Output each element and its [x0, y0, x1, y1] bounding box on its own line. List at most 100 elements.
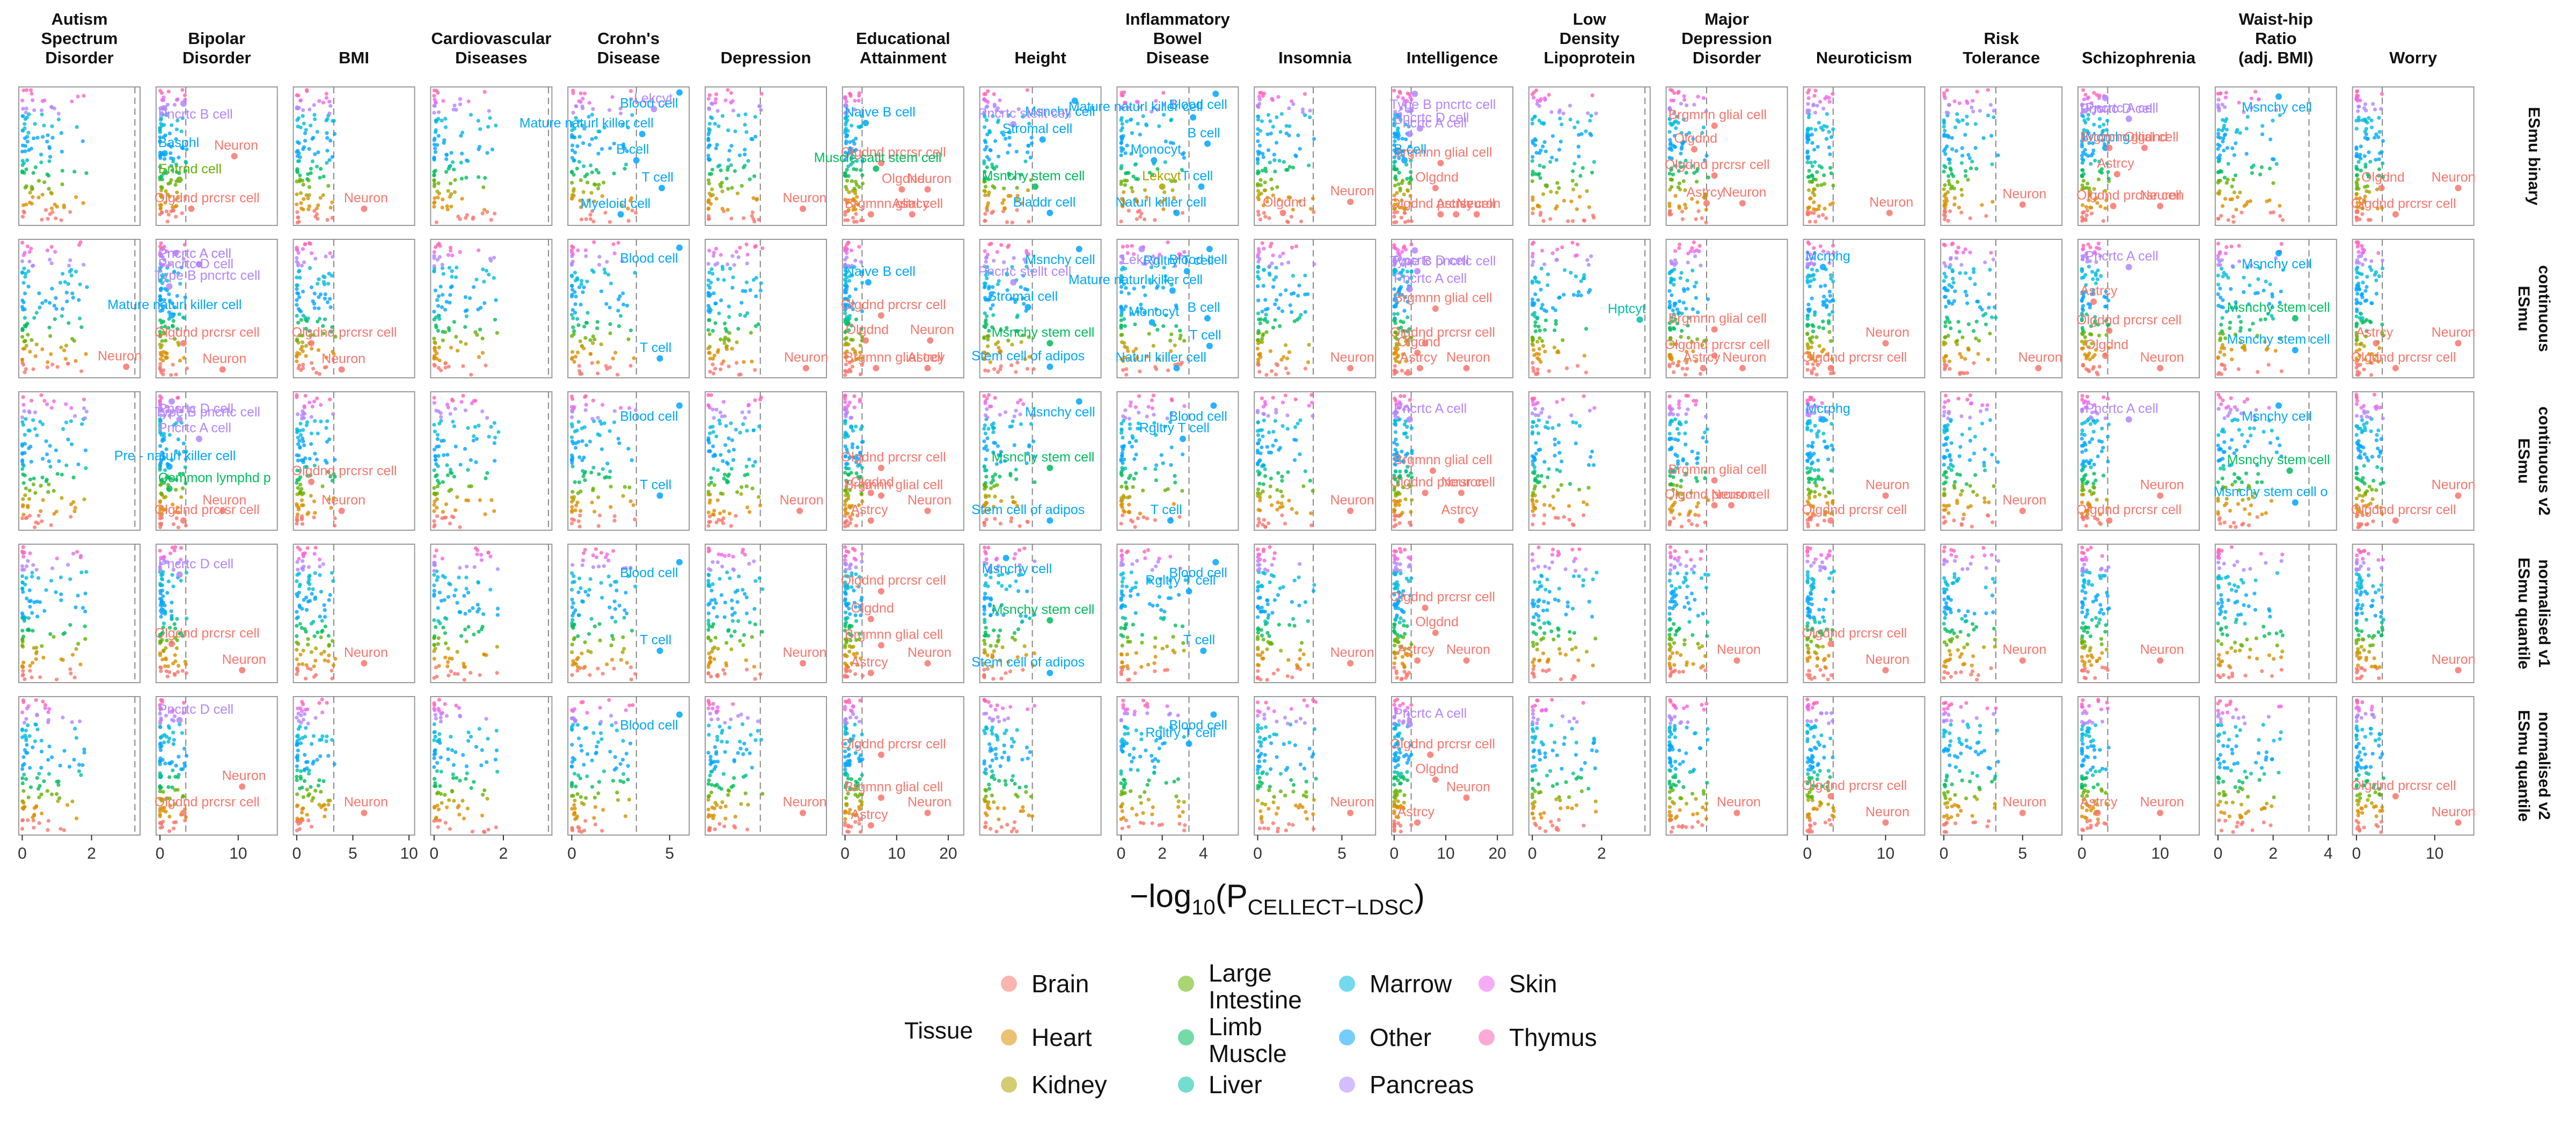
cell-type-point: [2223, 133, 2227, 137]
cell-type-point: [445, 463, 449, 467]
cell-type-point: [2081, 247, 2085, 252]
cell-type-point: [733, 129, 737, 134]
cell-type-point: [486, 125, 491, 129]
cell-type-point: [297, 491, 302, 496]
cell-type-point: [29, 459, 33, 464]
cell-type-point: [1698, 372, 1703, 376]
cell-type-point: [23, 433, 27, 437]
cell-type-point: [1535, 340, 1540, 344]
cell-type-point: [708, 370, 712, 374]
cell-type-point: [1278, 324, 1282, 328]
cell-type-point: [1123, 324, 1127, 328]
cell-type-point: [1296, 294, 1300, 298]
cell-type-point: [727, 304, 731, 309]
cell-type-point: [1812, 93, 1817, 98]
cell-type-point: [1303, 273, 1307, 277]
labelled-point-astrcy: [1453, 211, 1460, 218]
cell-type-point: [845, 167, 849, 172]
cell-type-point: [2228, 320, 2233, 325]
cell-type-point: [40, 193, 45, 197]
cell-type-point: [469, 372, 473, 377]
cell-type-point: [2374, 157, 2378, 162]
cell-type-point: [616, 436, 620, 441]
point-label-b-cell: B cell: [1394, 142, 1426, 157]
cell-type-point: [727, 149, 731, 153]
cell-type-point: [754, 276, 758, 280]
cell-type-point: [612, 141, 617, 146]
cell-type-point: [1965, 122, 1970, 126]
cell-type-point: [1987, 292, 1991, 296]
cell-type-point: [1290, 245, 1294, 250]
cell-type-point: [1966, 322, 1971, 326]
cell-type-point: [174, 137, 178, 141]
cell-type-point: [602, 267, 606, 272]
cell-type-point: [1530, 301, 1534, 305]
point-label-neuron: Neuron: [2140, 188, 2184, 203]
cell-type-point: [1538, 163, 1542, 168]
cell-type-point: [46, 490, 50, 494]
cell-type-point: [1126, 171, 1131, 175]
column-title-ibd: Inflammatory: [1125, 10, 1230, 28]
cell-type-point: [52, 488, 56, 493]
cell-type-point: [1959, 263, 1964, 267]
labelled-point-pre-naturl-killer-cell: [166, 463, 173, 470]
cell-type-point: [745, 252, 750, 257]
cell-type-point: [435, 298, 440, 302]
labelled-point-t-cell: [658, 185, 665, 192]
cell-type-point: [577, 99, 581, 104]
cell-type-point: [590, 113, 594, 117]
cell-type-point: [573, 135, 577, 140]
cell-type-point: [1685, 367, 1689, 371]
cell-type-point: [2363, 102, 2368, 106]
cell-type-point: [314, 206, 319, 211]
point-label-olgdnd: Olgdnd: [2124, 130, 2168, 145]
cell-type-point: [1271, 325, 1276, 330]
cell-type-point: [719, 168, 723, 173]
cell-type-point: [707, 128, 712, 132]
cell-type-point: [52, 511, 56, 516]
cell-type-point: [433, 97, 437, 102]
cell-type-point: [1130, 189, 1135, 194]
cell-type-point: [711, 362, 715, 367]
cell-type-point: [591, 465, 596, 470]
cell-type-point: [68, 258, 72, 262]
cell-type-point: [1815, 104, 1819, 108]
cell-type-point: [1817, 204, 1821, 208]
cell-type-point: [2216, 292, 2220, 296]
cell-type-point: [296, 215, 300, 220]
cell-type-point: [2377, 130, 2382, 134]
cell-type-point: [843, 290, 847, 295]
cell-type-point: [32, 316, 36, 320]
cell-type-point: [1816, 144, 1820, 149]
cell-type-point: [66, 282, 70, 286]
cell-type-point: [1818, 244, 1823, 248]
cell-type-point: [1831, 92, 1835, 96]
cell-type-point: [176, 396, 180, 400]
cell-type-point: [455, 265, 459, 270]
cell-type-point: [715, 109, 720, 113]
cell-type-point: [166, 181, 171, 186]
cell-type-point: [2363, 289, 2368, 293]
cell-type-point: [1409, 242, 1414, 247]
cell-type-point: [1015, 186, 1019, 190]
cell-type-point: [1395, 370, 1399, 374]
cell-type-point: [1284, 131, 1289, 136]
cell-type-point: [594, 136, 598, 140]
cell-type-point: [25, 244, 30, 248]
cell-type-point: [845, 179, 849, 183]
cell-type-point: [1971, 99, 1975, 103]
cell-type-point: [460, 130, 465, 135]
cell-type-point: [578, 339, 582, 343]
cell-type-point: [2271, 181, 2275, 185]
point-label-stem-cell-of-adipos: Stem cell of adipos: [971, 348, 1085, 363]
cell-type-point: [1269, 131, 1273, 136]
cell-type-point: [325, 218, 330, 222]
cell-type-point: [1974, 336, 1978, 341]
cell-type-point: [753, 368, 757, 372]
cell-type-point: [1672, 91, 1677, 95]
cell-type-point: [1695, 248, 1699, 253]
cell-type-point: [463, 408, 468, 413]
cell-type-point: [597, 254, 602, 259]
cell-type-point: [445, 207, 450, 211]
